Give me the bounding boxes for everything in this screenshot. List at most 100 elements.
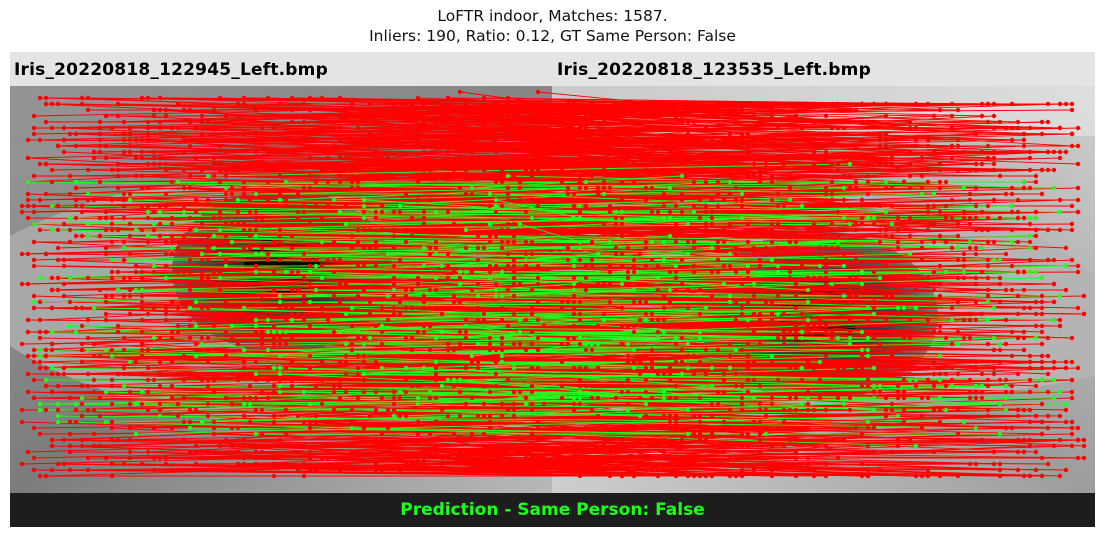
outlier-keypoint (541, 401, 547, 407)
outlier-keypoint (145, 407, 151, 413)
outlier-keypoint (967, 335, 973, 341)
outlier-keypoint (337, 125, 343, 131)
outlier-keypoint (25, 137, 31, 143)
outlier-keypoint (109, 215, 115, 221)
inlier-keypoint (1051, 395, 1057, 401)
outlier-keypoint (445, 149, 451, 155)
outlier-keypoint (625, 377, 631, 383)
outlier-keypoint (493, 281, 499, 287)
outlier-keypoint (1063, 419, 1069, 425)
outlier-keypoint (445, 347, 451, 353)
outlier-keypoint (721, 137, 727, 143)
outlier-keypoint (433, 287, 439, 293)
outlier-keypoint (373, 389, 379, 395)
outlier-keypoint (937, 185, 943, 191)
outlier-keypoint (1015, 335, 1021, 341)
outlier-keypoint (283, 317, 289, 323)
outlier-keypoint (97, 149, 103, 155)
outlier-keypoint (325, 155, 331, 161)
outlier-keypoint (811, 365, 817, 371)
outlier-keypoint (169, 221, 175, 227)
outlier-keypoint (1015, 119, 1021, 125)
outlier-keypoint (925, 365, 931, 371)
outlier-keypoint (589, 173, 595, 179)
outlier-keypoint (919, 257, 925, 263)
outlier-keypoint (241, 131, 247, 137)
outlier-keypoint (169, 251, 175, 257)
outlier-keypoint (409, 461, 415, 467)
outlier-keypoint (301, 119, 307, 125)
outlier-keypoint (829, 335, 835, 341)
inlier-keypoint (937, 353, 943, 359)
inlier-keypoint (721, 281, 727, 287)
outlier-keypoint (535, 419, 541, 425)
outlier-keypoint (1033, 209, 1039, 215)
outlier-keypoint (811, 227, 817, 233)
outlier-keypoint (889, 155, 895, 161)
outlier-keypoint (535, 89, 541, 95)
inlier-keypoint (685, 251, 691, 257)
outlier-keypoint (25, 197, 31, 203)
outlier-keypoint (61, 371, 67, 377)
outlier-keypoint (1051, 359, 1057, 365)
outlier-keypoint (145, 95, 151, 101)
outlier-keypoint (607, 227, 613, 233)
outlier-keypoint (919, 239, 925, 245)
outlier-keypoint (379, 449, 385, 455)
outlier-keypoint (739, 347, 745, 353)
inlier-match-line (51, 205, 1031, 219)
outlier-keypoint (91, 431, 97, 437)
outlier-keypoint (667, 323, 673, 329)
outlier-keypoint (955, 407, 961, 413)
outlier-keypoint (949, 341, 955, 347)
outlier-keypoint (427, 431, 433, 437)
inlier-keypoint (253, 233, 259, 239)
outlier-keypoint (589, 101, 595, 107)
outlier-keypoint (847, 293, 853, 299)
outlier-keypoint (1015, 215, 1021, 221)
inlier-keypoint (85, 347, 91, 353)
outlier-keypoint (139, 317, 145, 323)
outlier-keypoint (901, 365, 907, 371)
inlier-keypoint (667, 233, 673, 239)
outlier-keypoint (475, 305, 481, 311)
outlier-keypoint (259, 203, 265, 209)
outlier-keypoint (1051, 149, 1057, 155)
outlier-keypoint (223, 233, 229, 239)
outlier-keypoint (91, 155, 97, 161)
outlier-keypoint (997, 299, 1003, 305)
outlier-keypoint (283, 161, 289, 167)
outlier-keypoint (25, 449, 31, 455)
outlier-keypoint (757, 311, 763, 317)
outlier-match-line (267, 247, 821, 255)
outlier-keypoint (973, 359, 979, 365)
outlier-keypoint (145, 239, 151, 245)
outlier-keypoint (19, 209, 25, 215)
outlier-keypoint (493, 101, 499, 107)
outlier-keypoint (883, 137, 889, 143)
outlier-keypoint (877, 341, 883, 347)
outlier-match-line (459, 91, 599, 111)
outlier-keypoint (919, 173, 925, 179)
outlier-keypoint (211, 377, 217, 383)
inlier-keypoint (709, 365, 715, 371)
outlier-keypoint (31, 377, 37, 383)
outlier-keypoint (673, 287, 679, 293)
inlier-keypoint (1063, 263, 1069, 269)
outlier-keypoint (901, 407, 907, 413)
outlier-keypoint (139, 227, 145, 233)
outlier-keypoint (955, 299, 961, 305)
outlier-keypoint (697, 287, 703, 293)
outlier-keypoint (55, 287, 61, 293)
outlier-keypoint (979, 113, 985, 119)
inlier-keypoint (799, 401, 805, 407)
outlier-keypoint (271, 413, 277, 419)
outlier-keypoint (337, 299, 343, 305)
outlier-keypoint (373, 443, 379, 449)
outlier-keypoint (793, 437, 799, 443)
outlier-keypoint (301, 293, 307, 299)
outlier-keypoint (619, 233, 625, 239)
outlier-keypoint (73, 185, 79, 191)
outlier-keypoint (637, 281, 643, 287)
outlier-keypoint (187, 323, 193, 329)
